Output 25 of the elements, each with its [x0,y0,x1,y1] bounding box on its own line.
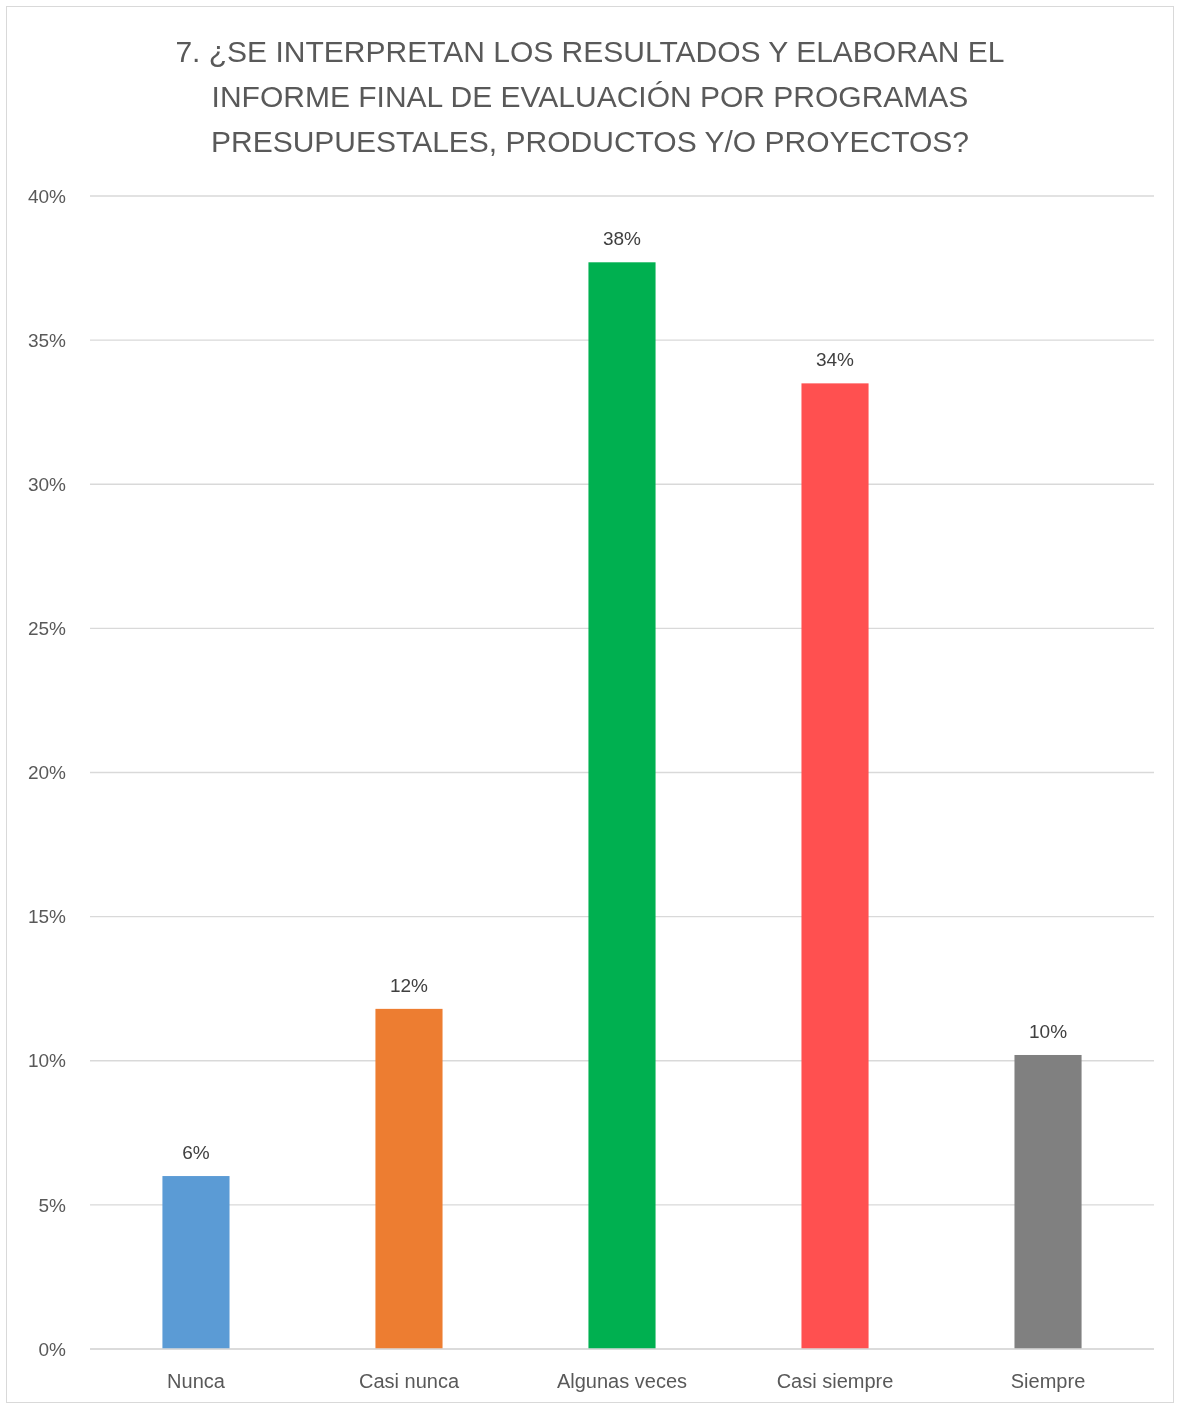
x-tick-label: Casi nunca [358,1370,460,1392]
y-tick-label: 0% [38,1338,67,1360]
y-tick-label: 5% [38,1194,67,1216]
data-label: 34% [816,349,855,371]
y-tick-label: 10% [27,1050,67,1072]
y-tick-label: 15% [27,906,67,928]
y-tick-label: 25% [27,618,67,640]
y-tick-label: 20% [27,762,67,784]
data-label: 38% [602,228,642,250]
x-tick-label: Siempre [1010,1370,1086,1392]
x-tick-label: Algunas veces [556,1370,688,1392]
x-tick-label: Nunca [167,1370,226,1392]
bar [801,383,869,1349]
chart-title: 7. ¿SE INTERPRETAN LOS RESULTADOS Y ELABORAN EL INFORME FINAL DE EVALUACIÓN POR PROGRAMAS PRESUPUESTALES, PRODUCTOS Y/O PROYECTOS? [175,35,1005,158]
data-label: 12% [389,974,429,996]
bar [375,1008,443,1349]
y-tick-label: 35% [27,329,67,351]
bar [162,1176,230,1349]
y-tick-label: 40% [27,185,67,207]
data-label: 10% [1029,1020,1068,1042]
y-tick-label: 30% [27,473,67,495]
x-tick-label: Casi siempre [776,1370,894,1392]
data-label: 6% [182,1142,210,1164]
bar [588,262,656,1349]
bar [1014,1054,1082,1349]
